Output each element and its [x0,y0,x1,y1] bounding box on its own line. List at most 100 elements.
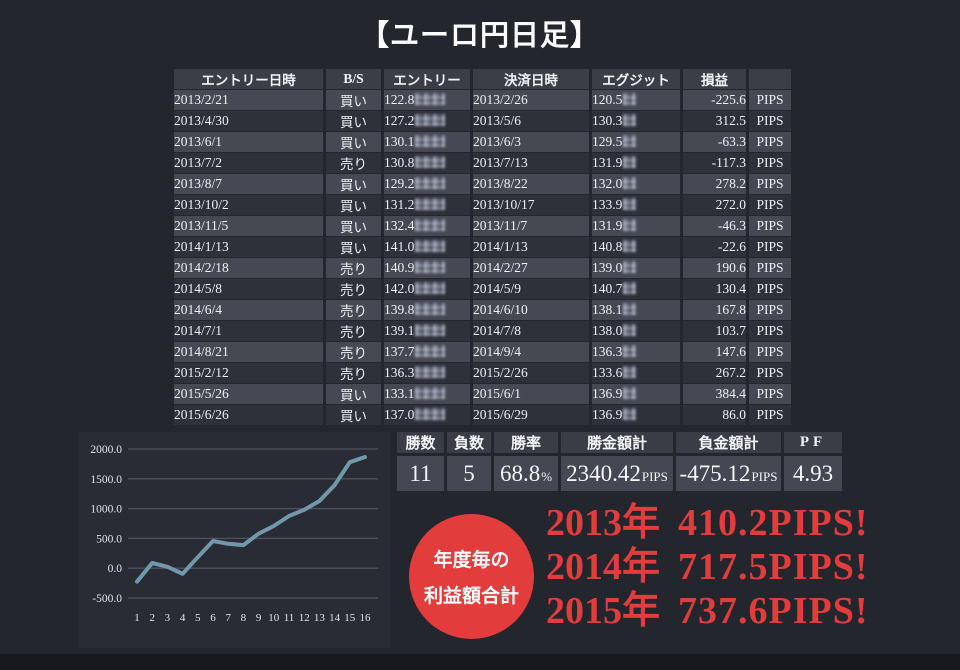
blurred-digits [623,135,636,147]
trade-side: 売り [326,300,381,320]
trade-entry-date: 2013/7/2 [174,153,323,173]
summary-col-header: 負数 [447,432,491,453]
summary-value-unit: % [541,469,552,484]
blurred-digits [623,93,636,105]
blurred-digits [415,114,445,126]
blurred-digits [623,345,636,357]
blurred-digits [623,198,636,210]
trade-exit-price: 133.9 [592,195,680,215]
page-title: 【ユーロ円日足】 [0,12,960,54]
trade-entry-price: 141.0 [384,237,470,257]
trade-unit: PIPS [749,363,791,383]
trade-profit-loss: 103.7 [683,321,746,341]
summary-table-header: 勝数負数勝率勝金額計負金額計PF [397,432,842,453]
blurred-digits [415,135,445,147]
trade-unit: PIPS [749,258,791,278]
chart-xtick-label: 5 [195,612,201,624]
trade-profit-loss: -46.3 [683,216,746,236]
chart-xtick-label: 16 [360,612,372,624]
trade-exit-date: 2013/7/13 [473,153,589,173]
trade-side: 買い [326,111,381,131]
trade-row: 2014/5/8売り142.02014/5/9140.7130.4PIPS [174,279,791,299]
blurred-digits [415,261,445,273]
trade-profit-loss: -22.6 [683,237,746,257]
blurred-digits [623,408,636,420]
trade-row: 2013/8/7買い129.22013/8/22132.0278.2PIPS [174,174,791,194]
trade-row: 2014/1/13買い141.02014/1/13140.8-22.6PIPS [174,237,791,257]
blurred-digits [415,303,445,315]
chart-ytick-label: 1500.0 [90,474,122,486]
summary-value-cell: 4.93 [784,456,842,491]
trades-col-header [749,69,791,89]
trade-exit-date: 2014/7/8 [473,321,589,341]
trade-unit: PIPS [749,279,791,299]
blurred-digits [415,324,445,336]
yearly-totals: 2013年410.2PIPS!2014年717.5PIPS!2015年737.6… [546,501,869,633]
trade-row: 2015/2/12売り136.32015/2/26133.6267.2PIPS [174,363,791,383]
equity-curve-line [137,457,365,582]
equity-curve-chart: 2000.01500.01000.0500.00.0-500.012345678… [78,432,390,648]
trade-entry-date: 2014/6/4 [174,300,323,320]
blurred-digits [415,282,445,294]
trades-table-body: 2013/2/21買い122.82013/2/26120.5-225.6PIPS… [174,90,791,425]
trade-side: 売り [326,153,381,173]
trade-side: 買い [326,237,381,257]
trade-profit-loss: 147.6 [683,342,746,362]
trade-entry-price: 140.9 [384,258,470,278]
chart-ytick-label: 2000.0 [90,444,122,456]
trade-row: 2014/2/18売り140.92014/2/27139.0190.6PIPS [174,258,791,278]
trade-row: 2013/4/30買い127.22013/5/6130.3312.5PIPS [174,111,791,131]
trade-entry-date: 2013/8/7 [174,174,323,194]
badge-line-1: 年度毎の [433,545,509,572]
trade-entry-price: 122.8 [384,90,470,110]
blurred-digits [415,408,445,420]
trade-exit-price: 138.1 [592,300,680,320]
trades-table: エントリー日時B/Sエントリー決済日時エグジット損益 2013/2/21買い12… [171,68,794,426]
chart-xtick-label: 15 [344,612,356,624]
chart-xtick-label: 11 [284,612,295,624]
summary-value-cell: 5 [447,456,491,491]
blurred-digits [623,387,636,399]
trade-unit: PIPS [749,405,791,425]
summary-col-header: 負金額計 [676,432,781,453]
trade-row: 2015/5/26買い133.12015/6/1136.9384.4PIPS [174,384,791,404]
trade-exit-price: 140.7 [592,279,680,299]
report-page: 【ユーロ円日足】 エントリー日時B/Sエントリー決済日時エグジット損益 2013… [0,0,960,670]
trade-entry-date: 2015/6/26 [174,405,323,425]
trade-exit-date: 2014/5/9 [473,279,589,299]
trade-exit-date: 2015/6/29 [473,405,589,425]
trade-row: 2014/6/4売り139.82014/6/10138.1167.8PIPS [174,300,791,320]
blurred-digits [415,156,445,168]
trade-exit-date: 2015/6/1 [473,384,589,404]
summary-col-header: 勝数 [397,432,444,453]
bottom-strip [0,654,960,670]
yearly-total-line: 2013年410.2PIPS! [546,501,869,545]
summary-table-body: 11568.8%2340.42PIPS-475.12PIPS4.93 [397,456,842,491]
chart-xtick-label: 2 [149,612,155,624]
equity-curve-svg: 2000.01500.01000.0500.00.0-500.012345678… [78,432,390,648]
summary-table: 勝数負数勝率勝金額計負金額計PF 11568.8%2340.42PIPS-475… [394,429,845,494]
trade-exit-price: 136.9 [592,384,680,404]
yearly-total-line: 2015年737.6PIPS! [546,589,869,633]
blurred-digits [415,240,445,252]
chart-ytick-label: 0.0 [108,563,123,575]
trade-profit-loss: 267.2 [683,363,746,383]
trade-profit-loss: 130.4 [683,279,746,299]
trade-entry-price: 137.7 [384,342,470,362]
summary-col-header: 勝率 [494,432,558,453]
trade-profit-loss: -117.3 [683,153,746,173]
trade-unit: PIPS [749,300,791,320]
trade-exit-price: 131.9 [592,153,680,173]
trade-unit: PIPS [749,237,791,257]
trade-profit-loss: -63.3 [683,132,746,152]
blurred-digits [623,261,636,273]
blurred-digits [415,198,445,210]
chart-xtick-label: 13 [314,612,326,624]
trade-exit-price: 120.5 [592,90,680,110]
summary-value-cell: 68.8% [494,456,558,491]
trade-entry-date: 2013/11/5 [174,216,323,236]
chart-ytick-label: 500.0 [96,533,122,545]
summary-value-cell: -475.12PIPS [676,456,781,491]
trade-side: 売り [326,363,381,383]
trade-exit-date: 2014/2/27 [473,258,589,278]
